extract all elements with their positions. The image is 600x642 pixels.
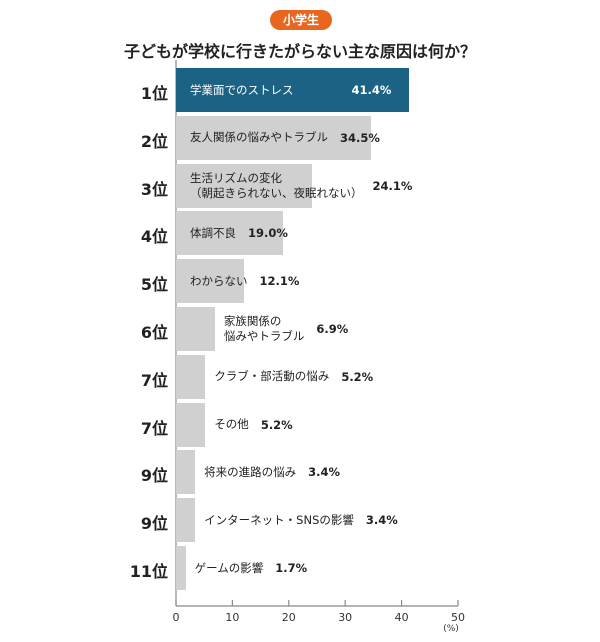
grade-badge: 小学生 bbox=[270, 10, 332, 30]
bar bbox=[176, 115, 371, 160]
category-label: クラブ・部活動の悩み bbox=[214, 369, 330, 384]
x-tick-label: 20 bbox=[281, 611, 296, 624]
category-label: その他 bbox=[214, 417, 249, 432]
x-tick-label: 40 bbox=[394, 611, 409, 624]
rank-label: 7位 bbox=[140, 418, 168, 438]
x-tick-label: 30 bbox=[338, 611, 353, 624]
category-label: 学業面でのストレス bbox=[190, 82, 294, 97]
rank-label: 3位 bbox=[140, 179, 168, 199]
x-tick-label: 0 bbox=[172, 611, 180, 624]
unit-label: (%) bbox=[443, 624, 459, 634]
value-label: 5.2% bbox=[260, 417, 293, 432]
bar bbox=[176, 498, 196, 543]
bar bbox=[176, 546, 186, 590]
value-label: 24.1% bbox=[372, 178, 413, 193]
rank-label: 2位 bbox=[140, 131, 168, 151]
category-label: 家族関係の 悩みやトラブル bbox=[223, 314, 305, 343]
chart-title: 子どもが学校に行きたがらない主な原因は何か？ bbox=[123, 42, 476, 61]
bar bbox=[176, 259, 245, 304]
rank-label: 7位 bbox=[140, 370, 168, 390]
category-label: 生活リズムの変化 （朝起きられない、夜眠れない） bbox=[190, 170, 363, 200]
bar bbox=[176, 354, 206, 399]
bar bbox=[176, 402, 206, 447]
category-label: 将来の進路の悩み bbox=[204, 464, 297, 479]
bar bbox=[176, 450, 196, 495]
value-label: 1.7% bbox=[275, 561, 308, 575]
category-label: 体調不良 bbox=[190, 225, 236, 240]
value-label: 41.4% bbox=[351, 83, 392, 97]
bar bbox=[176, 68, 410, 112]
value-label: 3.4% bbox=[365, 513, 398, 528]
rank-label: 4位 bbox=[140, 227, 168, 247]
bar bbox=[176, 163, 312, 208]
category-label: インターネット・SNSの影響 bbox=[204, 512, 354, 527]
rank-label: 9位 bbox=[140, 514, 168, 534]
category-label: ゲームの影響 bbox=[194, 560, 264, 575]
rank-label: 11位 bbox=[129, 562, 168, 581]
value-label: 34.5% bbox=[340, 130, 380, 145]
rank-label: 1位 bbox=[140, 84, 168, 103]
rank-label: 5位 bbox=[140, 275, 168, 295]
x-tick-label: 50 bbox=[451, 611, 465, 624]
bar bbox=[176, 211, 284, 256]
category-label: 友人関係の悩みやトラブル bbox=[190, 130, 328, 145]
x-tick-label: 10 bbox=[225, 611, 240, 624]
value-label: 5.2% bbox=[341, 369, 374, 384]
value-label: 19.0% bbox=[248, 226, 288, 241]
bar bbox=[176, 307, 215, 351]
value-label: 3.4% bbox=[308, 465, 341, 480]
rank-label: 9位 bbox=[140, 466, 168, 486]
value-label: 6.9% bbox=[316, 322, 349, 336]
category-label: わからない bbox=[190, 273, 248, 288]
value-label: 12.1% bbox=[259, 274, 300, 289]
rank-label: 6位 bbox=[140, 323, 168, 342]
